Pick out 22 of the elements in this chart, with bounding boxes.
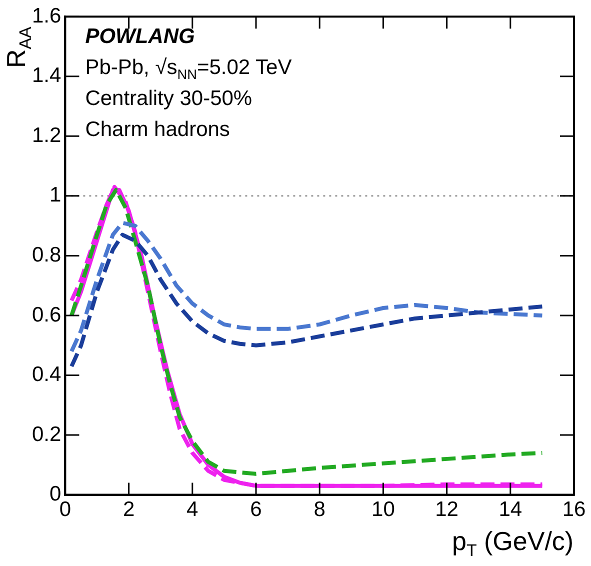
x-tick-label: 10 [372, 498, 395, 522]
y-tick-label: 0 [50, 482, 62, 506]
x-axis-title: p$_{T}$ (GeV/c) [452, 526, 574, 562]
y-tick-label: 1 [50, 184, 62, 207]
x-tick-label: 4 [186, 498, 199, 522]
x-tick-label: 8 [314, 498, 326, 522]
y-tick-label: 1.4 [32, 64, 62, 88]
annotation: Pb-Pb, √s$_{NN}$=5.02 TeV [85, 56, 292, 84]
x-tick-label: 12 [435, 498, 458, 522]
y-tick-label: 0.4 [32, 363, 62, 386]
annotation: Centrality 30-50% [85, 86, 252, 111]
annotation: Charm hadrons [85, 118, 230, 142]
y-tick-label: 1.6 [32, 4, 62, 28]
x-tick-label: 2 [122, 498, 135, 522]
y-tick-label: 1.2 [32, 124, 62, 147]
x-tick-label: 16 [562, 498, 586, 522]
x-tick-label: 14 [498, 498, 522, 522]
y-tick-label: 0.8 [32, 243, 62, 266]
x-tick-label: 6 [250, 498, 262, 522]
y-tick-label: 0.6 [32, 303, 62, 326]
y-tick-label: 0.2 [32, 422, 62, 446]
annotation: POWLANG [85, 24, 195, 49]
